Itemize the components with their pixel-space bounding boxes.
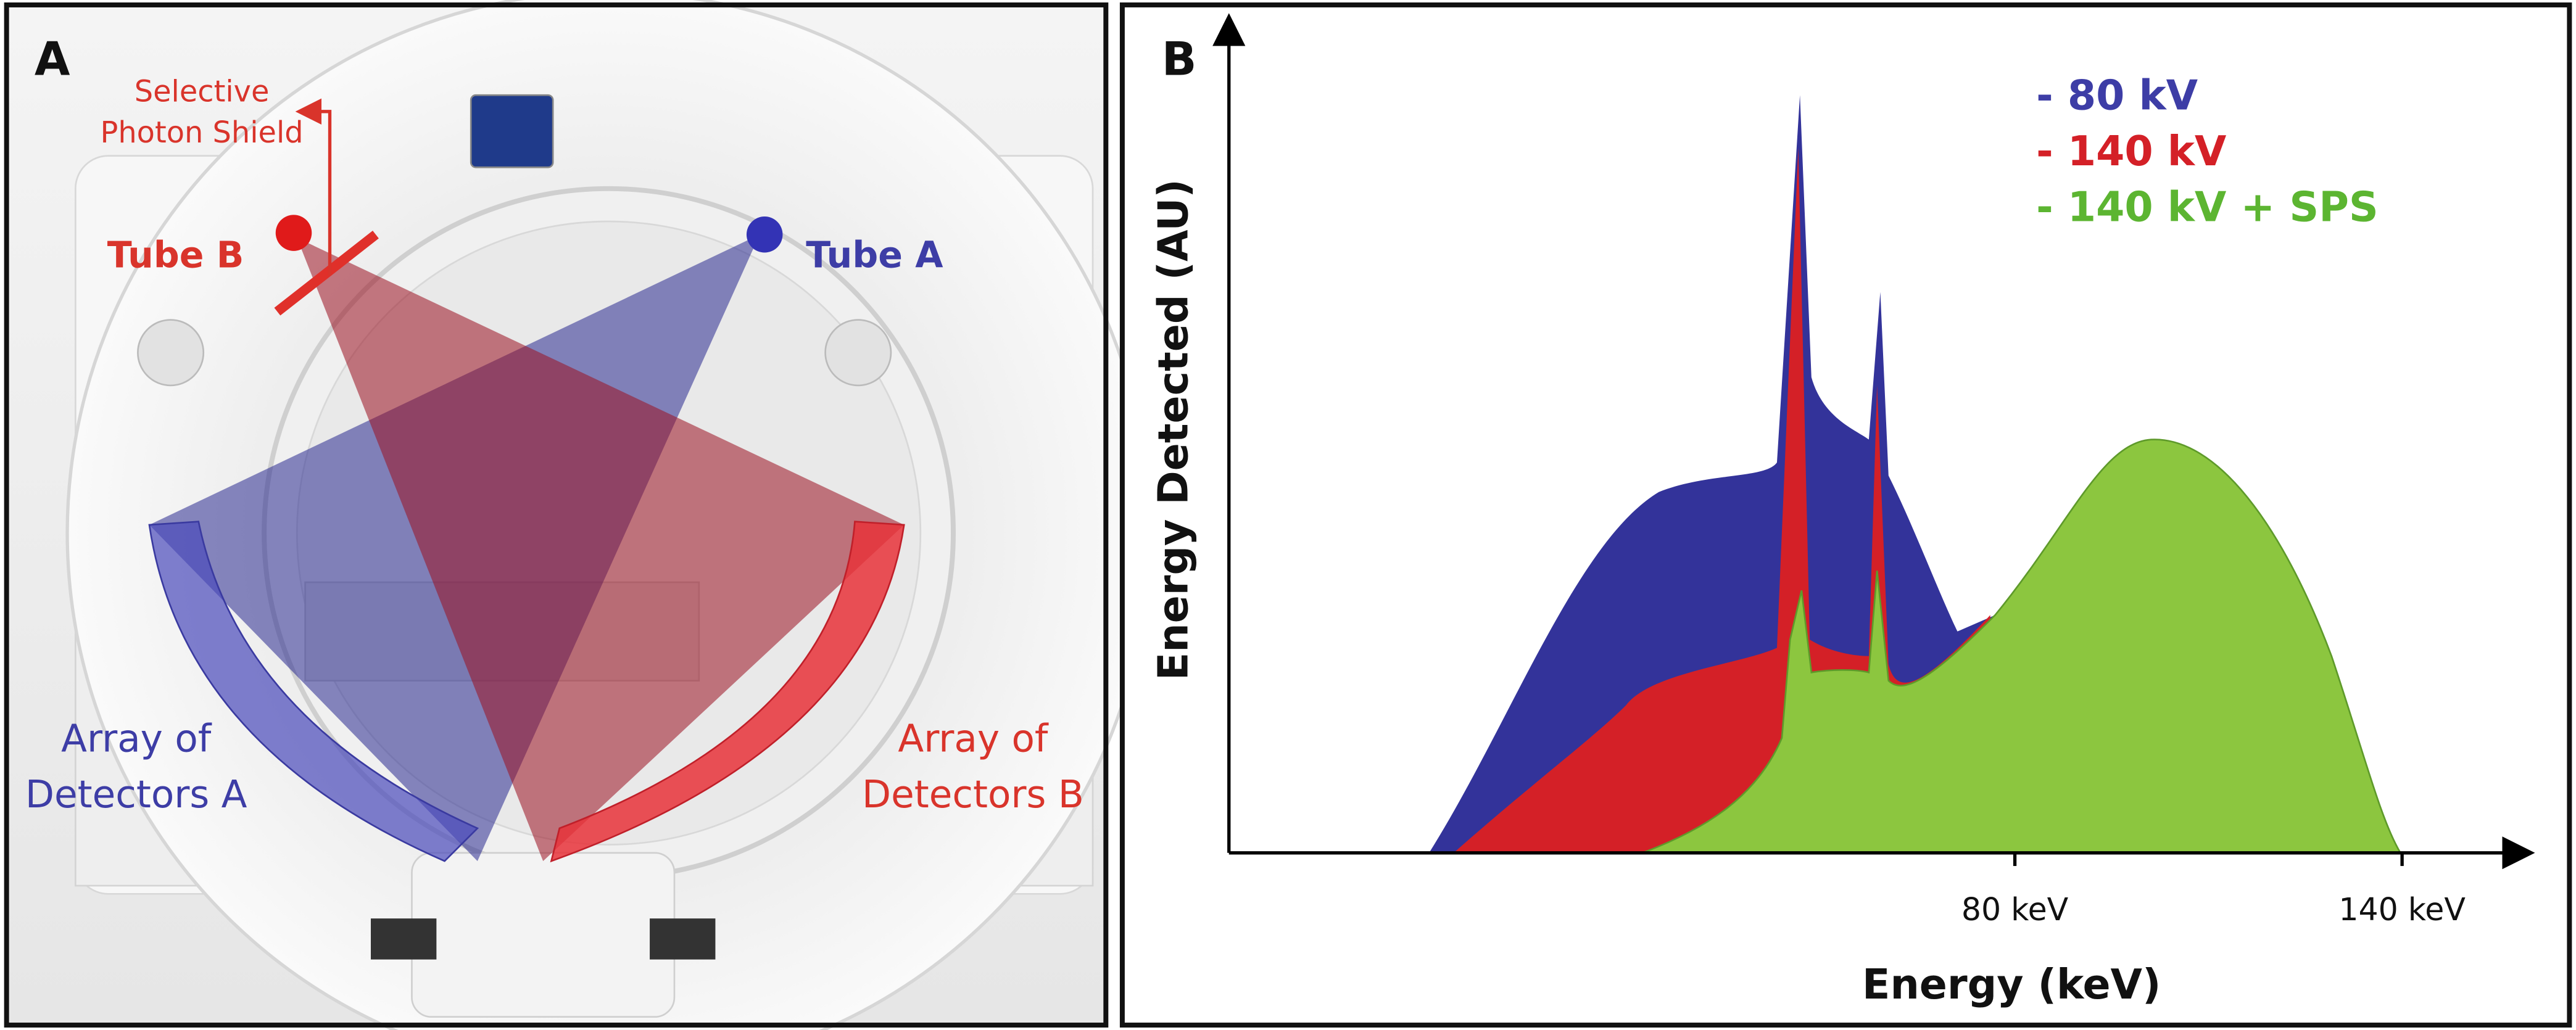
detectors-b-label: Detectors B <box>862 773 1084 817</box>
gantry-display <box>470 94 554 168</box>
detectors-a-label: Detectors A <box>25 773 247 817</box>
detectors-a-label: Array of <box>61 717 212 761</box>
pedestal <box>411 852 676 1018</box>
panel-a-border <box>4 2 1109 1028</box>
detectors-b-label: Array of <box>898 717 1049 761</box>
photon-shield <box>274 230 379 316</box>
shield-label: Photon Shield <box>100 116 303 150</box>
spectrum-140kv-sps <box>1642 439 2402 854</box>
x-tick-label: 80 keV <box>1961 891 2069 928</box>
shield-label: Selective <box>135 75 270 109</box>
x-tick-label: 140 keV <box>2338 891 2466 928</box>
pedestal-foot-left <box>370 918 437 960</box>
panel-label: B <box>1162 33 1197 86</box>
control-knob-left <box>137 319 205 387</box>
shield-arrow <box>295 98 332 276</box>
legend-entry: - 140 kV <box>2036 127 2227 175</box>
tube-b-label: Tube B <box>107 234 244 276</box>
x-axis-label: Energy (keV) <box>1862 960 2161 1008</box>
panel-label: A <box>35 33 70 86</box>
panel-b: B - 80 kV - 140 kV - 140 kV + SPS 80 keV… <box>1119 2 2572 1028</box>
tube-a-label: Tube A <box>806 234 943 276</box>
detector-array-a <box>148 521 479 862</box>
detector-array-b <box>550 521 905 863</box>
pedestal-foot-right <box>650 918 716 960</box>
y-axis-label: Energy Detected (AU) <box>1149 179 1198 680</box>
legend-entry: - 140 kV + SPS <box>2036 183 2379 231</box>
control-knob-right <box>824 319 892 387</box>
tube-a <box>746 216 783 253</box>
tube-b <box>275 215 312 251</box>
legend-entry: - 80 kV <box>2036 72 2198 120</box>
beam-b <box>297 237 905 862</box>
panel-a: A Selective Photon Shield Tube B Tube A … <box>4 0 1152 1030</box>
